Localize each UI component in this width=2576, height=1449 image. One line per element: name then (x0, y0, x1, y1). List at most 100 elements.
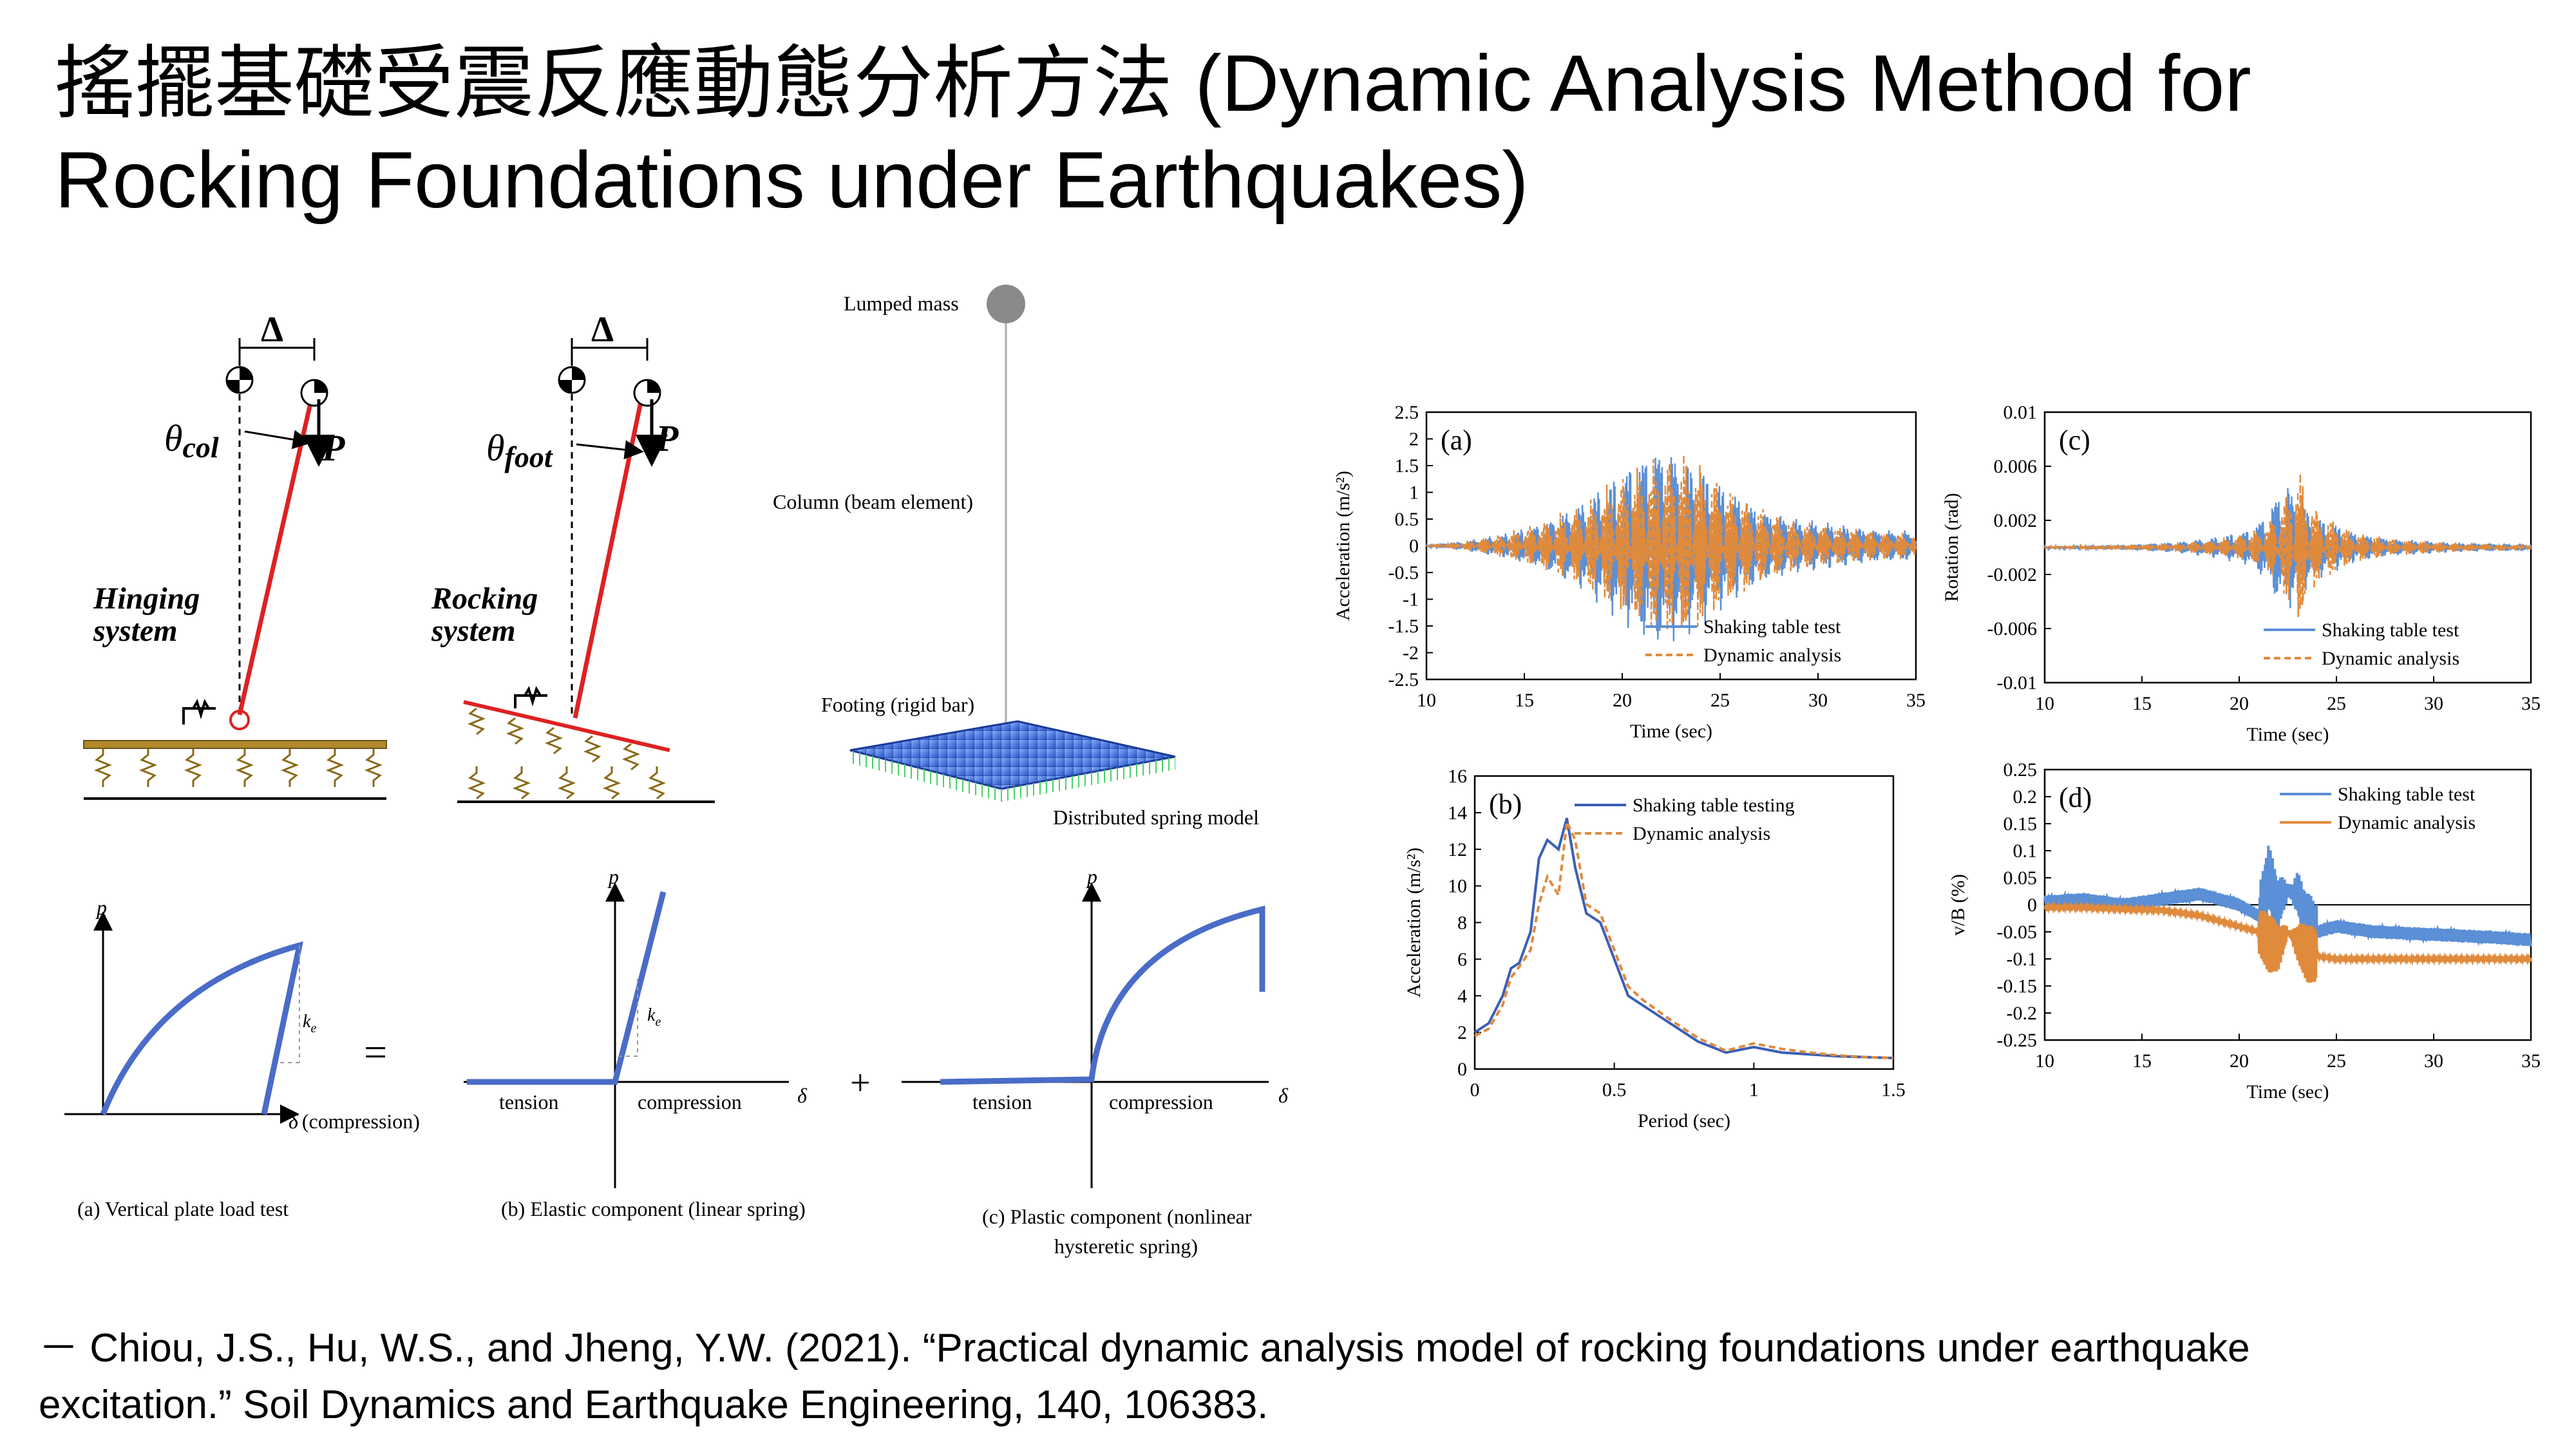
y-tick-label: 2.5 (1395, 402, 1419, 423)
x-tick-label: 35 (2521, 693, 2541, 714)
hinging-label-1: Hinging (93, 582, 200, 616)
y-tick-label: -0.25 (1997, 1030, 2038, 1051)
y-tick-label: 4 (1457, 985, 1467, 1007)
series-line-2 (2043, 900, 2532, 983)
x-tick-label: 35 (2521, 1050, 2541, 1072)
x-tick-label: 25 (2327, 693, 2346, 714)
y-tick-label: 0.1 (2013, 840, 2038, 862)
x-tick-label: 20 (2230, 693, 2249, 714)
slide-title: 搖擺基礎受震反應動態分析方法 (Dynamic Analysis Method … (55, 35, 2502, 229)
y-tick-label: -2.5 (1388, 669, 1419, 690)
svg-text:p: p (1086, 865, 1097, 888)
svg-text:tension: tension (972, 1090, 1032, 1113)
chart-d-settlement-time: 10 15 20 25 30 35 -0.25 -0.2 -0.15 -0.1 -0.05 0 0.05… (1947, 759, 2541, 1103)
plot-frame (1473, 775, 1895, 1070)
x-tick-label: 20 (2230, 1050, 2249, 1072)
series-line-1 (2043, 846, 2532, 963)
title-line-1: 搖擺基礎受震反應動態分析方法 (Dynamic Analysis Method … (55, 39, 2251, 128)
svg-text:compression: compression (638, 1090, 742, 1113)
svg-text:ke: ke (303, 1012, 316, 1036)
hinging-system-diagram: Δ P θcol Hinging system (83, 310, 387, 800)
svg-text:δ: δ (1278, 1084, 1289, 1107)
series-line-2 (2044, 473, 2532, 618)
legend-label: Dynamic analysis (2322, 648, 2459, 669)
x-tick-label: 30 (2424, 693, 2443, 714)
x-tick-label: 10 (2035, 693, 2054, 714)
series-line-2 (1474, 817, 1894, 1059)
y-tick-label: 16 (1448, 766, 1467, 787)
y-tick-label: 1.5 (1395, 455, 1419, 477)
y-tick-label: -0.002 (1987, 564, 2038, 585)
column-label: Column (beam element) (773, 490, 973, 513)
caption-c-2: hysteretic spring) (1054, 1235, 1198, 1258)
rocking-system-diagram: Δ P θfoot Rocking system (431, 310, 715, 803)
x-tick-label: 15 (2132, 1050, 2152, 1072)
y-tick-label: 10 (1448, 876, 1467, 897)
y-tick-label: 0.05 (2003, 867, 2038, 889)
legend-label: Shaking table testing (1633, 795, 1795, 816)
caption-b: (b) Elastic component (linear spring) (501, 1197, 806, 1220)
theta-col-label: θcol (164, 417, 219, 464)
y-axis-label: Acceleration (m/s²) (1403, 848, 1425, 998)
x-tick-label: 10 (2035, 1050, 2054, 1072)
x-tick-label: 10 (1417, 690, 1436, 711)
spring-model-label: Distributed spring model (1053, 806, 1259, 829)
y-tick-label: 0 (1409, 536, 1419, 557)
chart-b-response-spectrum: 0 0.5 1 1.5 0 2 4 6 8 10 12 14 16 (b) Shaking table te… (1403, 766, 1906, 1132)
citation-line-2: excitation.” Soil Dynamics and Earthquak… (39, 1383, 1269, 1427)
x-tick-label: 20 (1613, 690, 1632, 711)
caption-c-1: (c) Plastic component (nonlinear (982, 1205, 1252, 1228)
y-axis-label: v/B (%) (1947, 874, 1969, 936)
chart-c-rotation-time: 10 15 20 25 30 35 -0.01 -0.006 -0.002 0.002 0.006 0… (1941, 402, 2541, 745)
lumped-mass-label: Lumped mass (844, 292, 959, 315)
x-axis-label: Time (sec) (2246, 1081, 2329, 1103)
x-tick-label: 1.5 (1881, 1079, 1906, 1101)
plate-load-curve: p ke δ (compression) = (a) Vertical plate… (64, 896, 420, 1220)
rocking-label-2: system (431, 614, 516, 648)
y-tick-label: 0 (2027, 895, 2037, 916)
y-tick-label: -0.5 (1388, 562, 1419, 583)
svg-text:δ: δ (797, 1084, 808, 1107)
caption-a: (a) Vertical plate load test (77, 1197, 289, 1220)
y-tick-label: -0.15 (1997, 976, 2038, 997)
y-axis-label: Rotation (rad) (1941, 493, 1962, 601)
rocking-label-1: Rocking (431, 582, 538, 616)
x-tick-label: 0.5 (1602, 1079, 1627, 1101)
svg-text:tension: tension (499, 1090, 558, 1113)
x-tick-label: 35 (1906, 690, 1926, 711)
y-tick-label: -1 (1403, 589, 1419, 611)
y-tick-label: 0.01 (2003, 402, 2038, 423)
x-axis-label: Time (sec) (1630, 721, 1712, 742)
x-tick-label: 15 (2132, 693, 2152, 714)
hinge-p-label: P (321, 427, 345, 469)
series-line-1 (1473, 817, 1894, 1059)
x-tick-label: 30 (1808, 690, 1828, 711)
y-tick-label: -0.1 (2007, 949, 2038, 970)
lumped-mass-model: Lumped mass Column (beam element) Footin… (773, 285, 1259, 829)
panel-tag: (b) (1489, 788, 1522, 820)
x-tick-label: 15 (1515, 690, 1534, 711)
citation: － Chiou, J.S., Hu, W.S., and Jheng, Y.W.… (39, 1320, 2537, 1434)
rock-p-label: P (655, 417, 679, 459)
y-tick-label: 1 (1409, 482, 1419, 504)
y-tick-label: 0.25 (2003, 759, 2038, 781)
equals-sign: = (364, 1029, 387, 1075)
x-tick-label: 25 (2327, 1050, 2346, 1072)
elastic-component-curve: p ke tension compression δ + (b) Elastic… (464, 865, 871, 1220)
svg-text:ke: ke (647, 1005, 661, 1029)
series-line-2 (1426, 454, 1917, 630)
svg-text:compression: compression (1109, 1090, 1213, 1113)
plus-sign: + (850, 1063, 871, 1103)
y-tick-label: 12 (1448, 839, 1467, 860)
y-tick-label: 0.006 (1994, 456, 2038, 477)
x-tick-label: 1 (1749, 1079, 1759, 1101)
y-tick-label: -1.5 (1388, 616, 1419, 637)
y-tick-label: 0.2 (2013, 786, 2038, 808)
theta-foot-label: θfoot (486, 427, 553, 473)
chart-a-acceleration-time: 10 15 20 25 30 35 -2.5 -2 -1.5 -1 -0.5 0 0.5 1 1.5 2 2.5… (1332, 402, 1926, 742)
svg-text:p: p (607, 865, 619, 888)
y-tick-label: -0.2 (2007, 1003, 2038, 1024)
panel-tag: (a) (1441, 424, 1472, 456)
y-tick-label: 6 (1457, 949, 1467, 970)
hinging-label-2: system (93, 614, 178, 648)
